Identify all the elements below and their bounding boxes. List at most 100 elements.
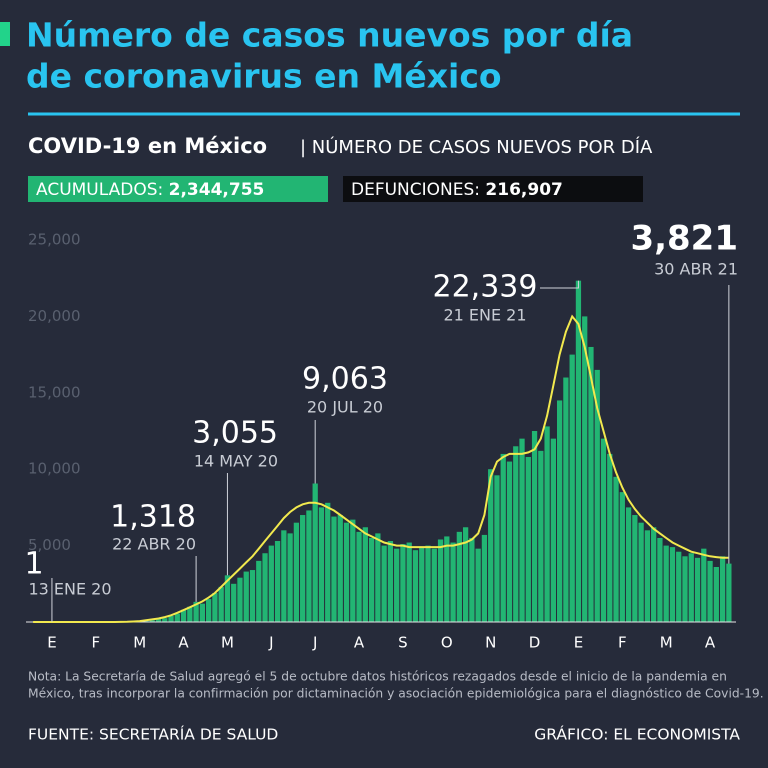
bar [419, 547, 425, 622]
bar [287, 533, 293, 622]
annotation-leader [540, 280, 579, 289]
note: Nota: La Secretaría de Salud agregó el 5… [28, 670, 727, 684]
stat: ACUMULADOS: 2,344,755 [36, 180, 264, 200]
bar [481, 534, 488, 622]
bar [162, 618, 168, 622]
bar [506, 461, 513, 622]
subtitle: COVID-19 en México [28, 134, 267, 158]
y-tick-label: 25,000 [28, 231, 81, 249]
bar [368, 537, 375, 622]
x-tick-label: E [47, 634, 56, 652]
bar [625, 507, 632, 622]
bar [431, 548, 437, 622]
bar [663, 545, 669, 622]
bar [237, 577, 243, 622]
bar [469, 537, 475, 622]
bar [594, 369, 600, 622]
bar [437, 539, 444, 622]
bar [600, 438, 607, 622]
x-tick-label: A [705, 634, 716, 652]
x-tick-label: M [660, 634, 673, 652]
chart-title: Número de casos nuevos por día [26, 16, 633, 55]
bar [224, 575, 231, 622]
bar [500, 453, 506, 622]
bar [619, 492, 625, 622]
annotation-value: 1 [24, 547, 43, 582]
stat-badge [28, 176, 328, 202]
y-tick-label: 20,000 [28, 307, 81, 325]
bar [412, 550, 419, 622]
y-tick-label: 10,000 [28, 460, 81, 478]
bar [607, 453, 613, 622]
bar [180, 609, 187, 622]
x-tick-label: M [133, 634, 146, 652]
bar [174, 613, 180, 622]
stat-label: ACUMULADOS: [36, 180, 163, 200]
annotation-value: 1,318 [110, 500, 196, 535]
bar [613, 476, 619, 622]
bar [312, 483, 318, 622]
bar [657, 537, 663, 622]
chart-title: de coronavirus en México [26, 57, 502, 96]
bar [688, 553, 694, 622]
bar [544, 426, 550, 622]
x-tick-label: E [574, 634, 583, 652]
bar [525, 456, 531, 622]
bar [337, 515, 343, 622]
bar [450, 542, 456, 622]
x-tick-label: N [485, 634, 496, 652]
bar [293, 522, 300, 622]
x-tick-label: J [312, 634, 317, 652]
bar [155, 618, 162, 622]
bar [187, 606, 193, 622]
bar [212, 592, 218, 622]
stat-value: 216,907 [485, 180, 562, 200]
plot: 5,000 10,000 15,000 20,000 25,000 E F M A M J J A S O N… [24, 219, 738, 652]
subtitle-detail: | NÚMERO DE CASOS NUEVOS POR DÍA [300, 136, 653, 158]
annotation-date: 14 MAY 20 [194, 452, 278, 471]
stat-badge [343, 176, 643, 202]
bar [362, 527, 368, 622]
bar [343, 522, 350, 622]
trend-line [33, 314, 729, 623]
bar [231, 583, 237, 622]
annotation-date: 30 ABR 21 [654, 260, 738, 279]
bar [444, 536, 450, 622]
source: FUENTE: SECRETARÍA DE SALUD [28, 725, 278, 744]
annotation-date: 22 ABR 20 [112, 535, 196, 554]
bar [425, 545, 431, 622]
x-tick-label: A [354, 634, 365, 652]
bar [318, 507, 325, 622]
x-tick-label: O [441, 634, 453, 652]
annotation-value: 9,063 [302, 362, 388, 397]
stat: DEFUNCIONES: 216,907 [351, 180, 563, 200]
bar [638, 522, 644, 622]
bar [193, 601, 199, 622]
annotation-value: 22,339 [433, 270, 538, 305]
bar [306, 510, 312, 622]
annotation-value: 3,821 [630, 219, 738, 259]
bar [262, 553, 268, 622]
bar [350, 519, 356, 622]
annotation-date: 20 JUL 20 [307, 398, 383, 417]
bar [462, 527, 469, 622]
bar [488, 469, 494, 622]
title-accent [0, 22, 10, 46]
bar [149, 620, 155, 622]
note: México, tras incorporar la confirmación … [28, 687, 764, 701]
bar [268, 545, 274, 622]
bar [588, 346, 594, 622]
bar [249, 570, 256, 622]
bar [726, 563, 732, 622]
bar [281, 530, 287, 622]
bar [676, 551, 682, 622]
bar [218, 586, 224, 622]
annotation-date: 21 ENE 21 [443, 306, 526, 325]
x-tick-label: J [268, 634, 273, 652]
bar [669, 547, 676, 622]
bar [531, 431, 538, 622]
bar [206, 599, 212, 622]
x-tick-label: F [91, 634, 100, 652]
bar [569, 354, 575, 622]
